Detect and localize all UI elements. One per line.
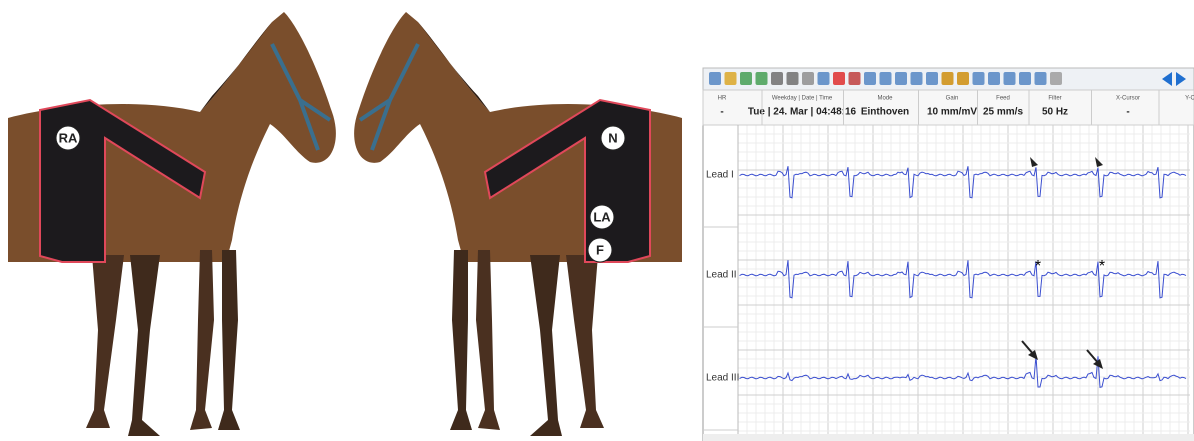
lead-label: Lead I <box>706 170 734 181</box>
lead-label: Lead II <box>706 270 737 281</box>
lead-label: Lead III <box>706 373 739 384</box>
header-value: 10 mm/mV <box>927 107 977 118</box>
electrode-label: N <box>608 130 617 145</box>
header-label: X-Cursor <box>1116 96 1140 102</box>
page: {"electrodes":{"left_horse":["RA"],"righ… <box>0 0 1194 441</box>
toolbar-button[interactable] <box>756 72 768 85</box>
right-horse <box>354 12 682 436</box>
ecg-window <box>703 68 1194 441</box>
header-label: HR <box>718 96 727 102</box>
toolbar-button[interactable] <box>926 72 938 85</box>
header-value: Einthoven <box>861 107 909 118</box>
toolbar-button[interactable] <box>818 72 830 85</box>
toolbar-button[interactable] <box>911 72 923 85</box>
toolbar-button[interactable] <box>1019 72 1031 85</box>
toolbar-button[interactable] <box>1004 72 1016 85</box>
toolbar-button[interactable] <box>957 72 969 85</box>
header-label: Filter <box>1048 96 1061 102</box>
toolbar-button[interactable] <box>740 72 752 85</box>
header-label: Weekday | Date | Time <box>772 96 833 102</box>
toolbar-button[interactable] <box>973 72 985 85</box>
header-value: 25 mm/s <box>983 107 1023 118</box>
header-label: Mode <box>877 96 893 102</box>
electrode-label: F <box>596 242 604 257</box>
electrode-label: RA <box>59 130 78 145</box>
header-label: Y-C <box>1185 96 1194 102</box>
header-value: 50 Hz <box>1042 107 1068 118</box>
left-horse <box>8 12 336 436</box>
toolbar-button[interactable] <box>771 72 783 85</box>
toolbar-button[interactable] <box>880 72 892 85</box>
toolbar-button[interactable] <box>802 72 814 85</box>
toolbar-button[interactable] <box>833 72 845 85</box>
header-label: Feed <box>996 96 1010 102</box>
toolbar-button[interactable] <box>725 72 737 85</box>
toolbar-button[interactable] <box>849 72 861 85</box>
toolbar-button[interactable] <box>1035 72 1047 85</box>
toolbar-button[interactable] <box>988 72 1000 85</box>
toolbar-button[interactable] <box>787 72 799 85</box>
header-value: - <box>720 107 723 118</box>
electrode-label: LA <box>593 209 611 224</box>
toolbar-button[interactable] <box>1050 72 1062 85</box>
figure: RA N LA F HR - Weekday | Date | Time Tue | … <box>0 0 1194 441</box>
toolbar-button[interactable] <box>864 72 876 85</box>
toolbar-button[interactable] <box>709 72 721 85</box>
toolbar-button[interactable] <box>942 72 954 85</box>
header-value: - <box>1126 107 1129 118</box>
toolbar-button[interactable] <box>895 72 907 85</box>
asterisk-annotation: * <box>1035 258 1041 275</box>
asterisk-annotation: * <box>1099 258 1105 275</box>
header-value: Tue | 24. Mar | 04:48:16 <box>748 107 857 118</box>
header-label: Gain <box>946 96 959 102</box>
